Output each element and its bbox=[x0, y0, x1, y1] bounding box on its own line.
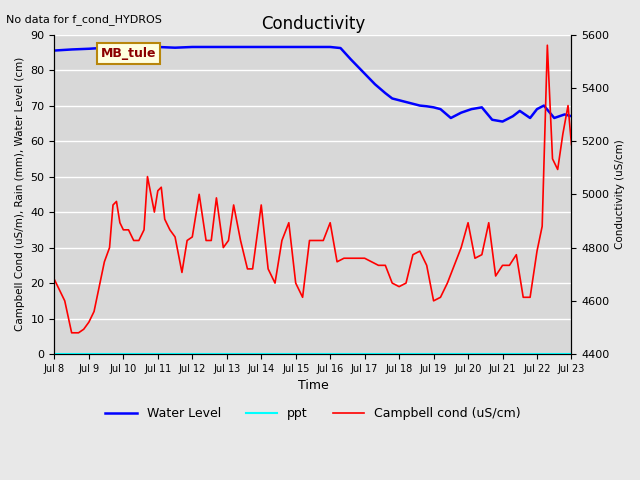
Water Level bbox=[102, 45, 110, 50]
Campbell cond (uS/cm) bbox=[150, 209, 158, 215]
Water Level bbox=[550, 115, 558, 121]
Water Level bbox=[223, 44, 230, 50]
Water Level bbox=[361, 71, 369, 76]
Water Level bbox=[154, 44, 162, 50]
Campbell cond (uS/cm) bbox=[478, 252, 486, 258]
Campbell cond (uS/cm) bbox=[130, 238, 138, 243]
Water Level bbox=[429, 105, 437, 110]
Y-axis label: Conductivity (uS/cm): Conductivity (uS/cm) bbox=[615, 140, 625, 249]
Water Level bbox=[526, 115, 534, 121]
Water Level bbox=[568, 113, 575, 119]
Campbell cond (uS/cm) bbox=[292, 280, 300, 286]
Water Level bbox=[540, 103, 548, 108]
Line: Campbell cond (uS/cm): Campbell cond (uS/cm) bbox=[54, 45, 572, 333]
Water Level bbox=[347, 57, 355, 62]
Text: MB_tule: MB_tule bbox=[101, 47, 156, 60]
Water Level bbox=[509, 113, 516, 119]
Water Level bbox=[478, 105, 486, 110]
Water Level bbox=[85, 46, 93, 52]
Line: Water Level: Water Level bbox=[54, 47, 572, 121]
Campbell cond (uS/cm) bbox=[543, 42, 551, 48]
Water Level bbox=[292, 44, 300, 50]
Water Level bbox=[447, 115, 454, 121]
Legend: Water Level, ppt, Campbell cond (uS/cm): Water Level, ppt, Campbell cond (uS/cm) bbox=[100, 402, 525, 425]
Water Level bbox=[516, 108, 524, 114]
Water Level bbox=[137, 44, 145, 50]
Water Level bbox=[309, 44, 317, 50]
Water Level bbox=[409, 101, 417, 107]
Water Level bbox=[240, 44, 248, 50]
Water Level bbox=[499, 119, 506, 124]
Y-axis label: Campbell Cond (uS/m), Rain (mm), Water Level (cm): Campbell Cond (uS/m), Rain (mm), Water L… bbox=[15, 57, 25, 332]
Water Level bbox=[205, 44, 213, 50]
Water Level bbox=[533, 106, 541, 112]
Water Level bbox=[468, 106, 476, 112]
Campbell cond (uS/cm) bbox=[244, 266, 252, 272]
X-axis label: Time: Time bbox=[298, 379, 328, 392]
Water Level bbox=[371, 82, 379, 87]
Campbell cond (uS/cm) bbox=[568, 142, 575, 147]
Water Level bbox=[436, 106, 444, 112]
Water Level bbox=[402, 99, 410, 105]
Water Level bbox=[51, 48, 58, 53]
Campbell cond (uS/cm) bbox=[68, 330, 76, 336]
Water Level bbox=[172, 45, 179, 50]
Water Level bbox=[416, 103, 424, 108]
Water Level bbox=[326, 44, 334, 50]
Water Level bbox=[458, 110, 465, 116]
Water Level bbox=[188, 44, 196, 50]
Water Level bbox=[396, 97, 403, 103]
Water Level bbox=[120, 44, 127, 50]
Water Level bbox=[275, 44, 282, 50]
Water Level bbox=[388, 96, 396, 101]
Water Level bbox=[561, 111, 568, 117]
Title: Conductivity: Conductivity bbox=[261, 15, 365, 33]
Water Level bbox=[381, 90, 389, 96]
Water Level bbox=[488, 117, 496, 123]
Water Level bbox=[423, 103, 431, 109]
Campbell cond (uS/cm) bbox=[51, 276, 58, 282]
Water Level bbox=[68, 47, 76, 52]
Water Level bbox=[337, 45, 344, 51]
Water Level bbox=[257, 44, 265, 50]
Campbell cond (uS/cm) bbox=[178, 270, 186, 276]
Text: No data for f_cond_HYDROS: No data for f_cond_HYDROS bbox=[6, 14, 163, 25]
